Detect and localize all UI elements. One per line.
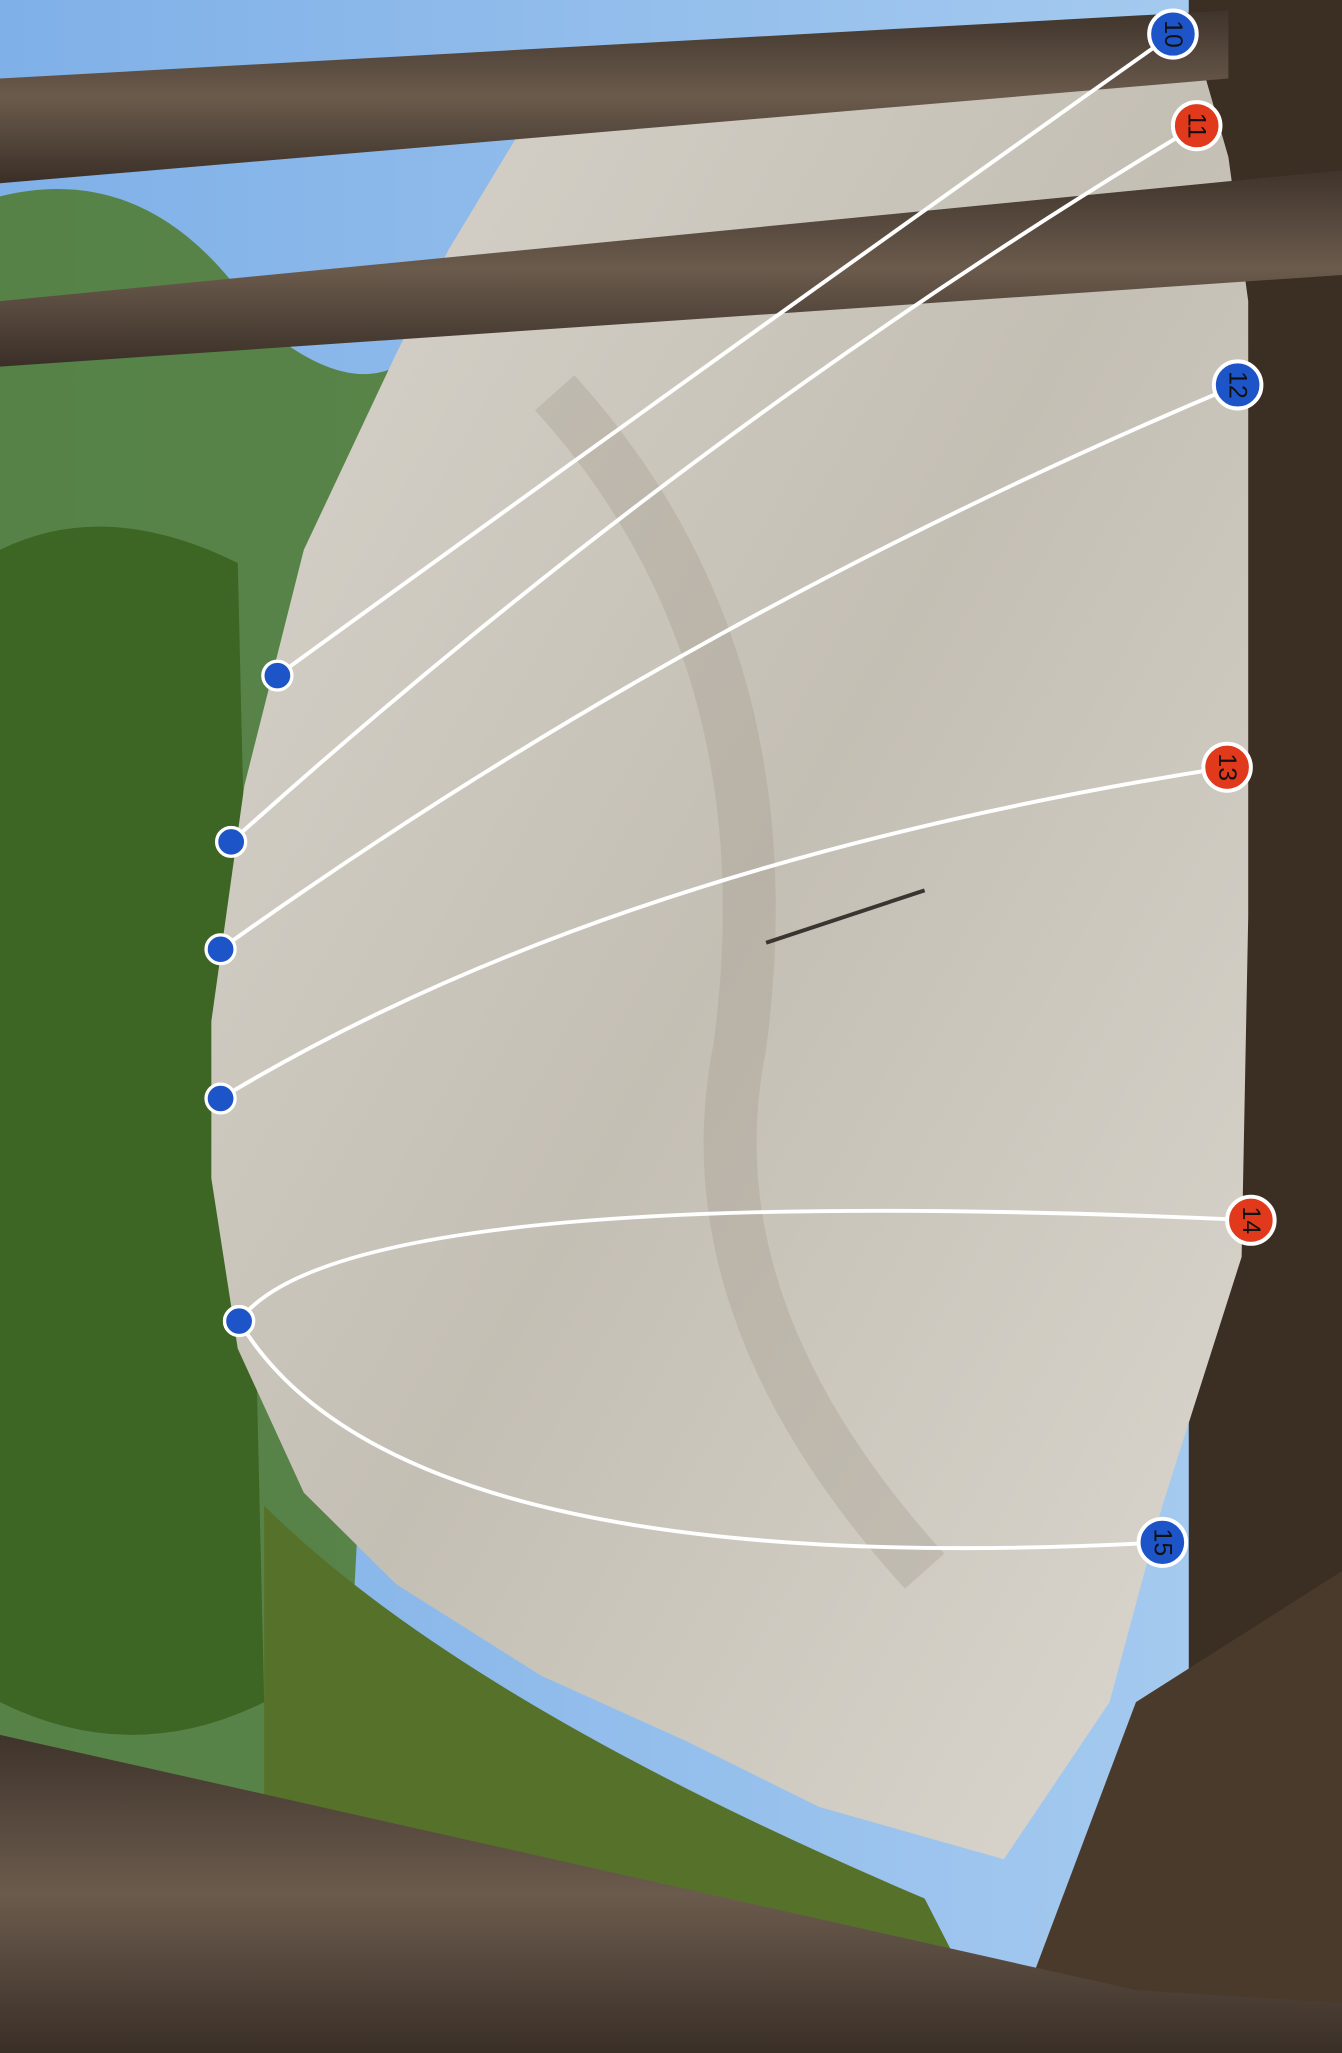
route-number: 10 (1159, 20, 1187, 48)
page: 101112131415 (() => { const data = JSON.… (0, 0, 1342, 2053)
route-number: 15 (1148, 1529, 1176, 1557)
route-start (263, 661, 292, 690)
route-number: 12 (1224, 371, 1252, 399)
route-start (206, 935, 235, 964)
route-start (206, 1084, 235, 1113)
route-marker: 10 (1149, 10, 1197, 57)
route-number: 11 (1183, 113, 1211, 139)
route-marker: 13 (1203, 744, 1251, 791)
route-number: 13 (1213, 753, 1241, 781)
route-marker: 11 (1173, 102, 1221, 149)
route-start (225, 1307, 254, 1336)
route-marker: 12 (1214, 361, 1262, 408)
route-number: 14 (1237, 1206, 1265, 1234)
route-start (217, 827, 246, 856)
route-marker: 14 (1227, 1197, 1275, 1244)
route-marker: 15 (1139, 1519, 1187, 1566)
topo-image: 10 11 12 13 14 15 (0, 0, 1342, 2053)
background (0, 0, 1342, 2053)
